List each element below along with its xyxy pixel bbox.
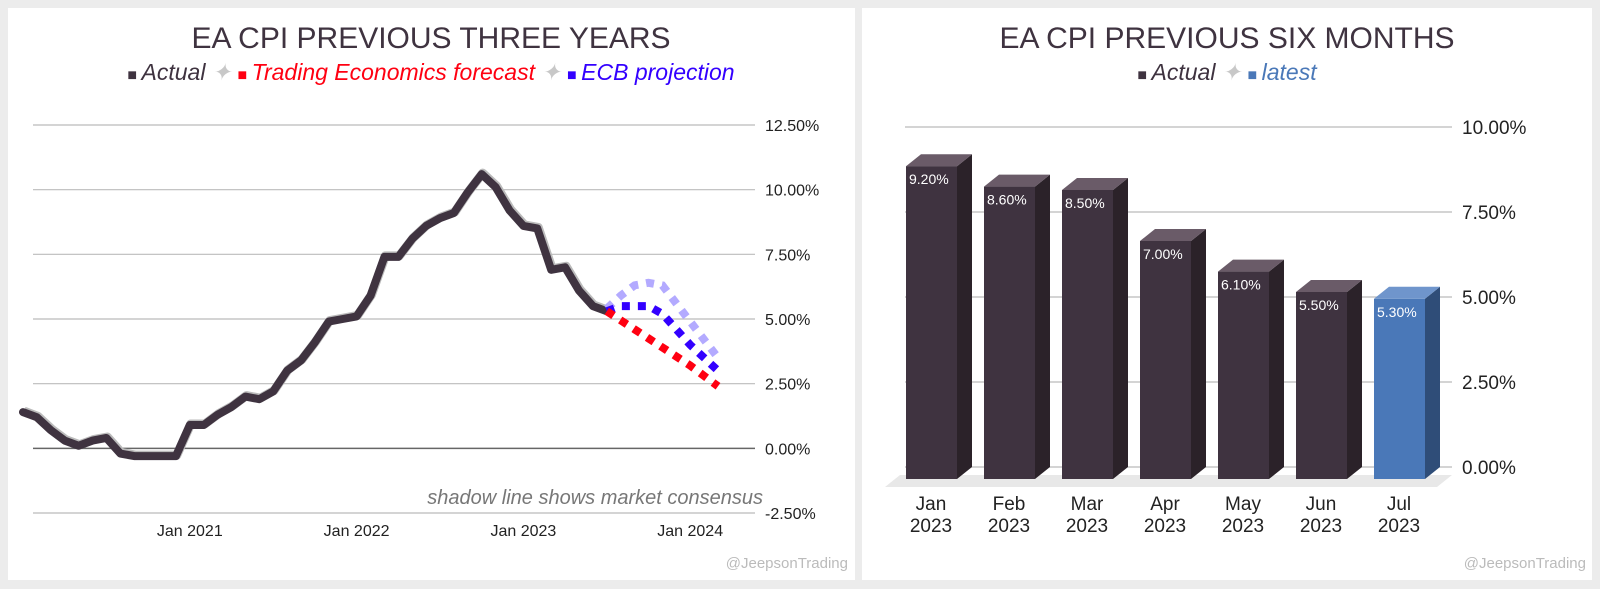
bar — [984, 186, 1035, 479]
x-tick-label: Jul — [1387, 494, 1411, 515]
y-tick-label: -2.50% — [765, 506, 816, 523]
legend-marker-icon: ■ — [127, 67, 141, 84]
y-tick-label: 10.00% — [1462, 118, 1527, 139]
x-tick-label: Feb — [993, 494, 1026, 515]
watermark: @JeepsonTrading — [1464, 555, 1586, 572]
x-tick-label: 2023 — [1222, 516, 1264, 537]
y-tick-label: 0.00% — [765, 441, 810, 458]
bar-data-label: 8.60% — [987, 192, 1027, 208]
six-month-chart-panel: EA CPI PREVIOUS SIX MONTHS ■ Actual ✦ ■ l… — [862, 8, 1592, 580]
trading-economics-forecast-line — [604, 307, 721, 390]
bar-top — [1374, 286, 1440, 299]
bar — [1218, 271, 1269, 479]
bar-side — [1425, 286, 1440, 479]
legend-label: ECB projection — [581, 59, 734, 85]
legend: ■ Actual ✦ ■ Trading Economics forecast … — [127, 59, 734, 85]
x-tick-label: Jan 2022 — [324, 523, 390, 540]
annotation: shadow line shows market consensus — [427, 487, 763, 509]
bar-side — [1113, 178, 1128, 479]
bar — [1062, 190, 1113, 479]
x-tick-label: 2023 — [1066, 516, 1108, 537]
x-tick-label: Jun — [1306, 494, 1337, 515]
three-year-chart-panel: EA CPI PREVIOUS THREE YEARS ■ Actual ✦ ■ … — [8, 8, 855, 580]
bar-chart: EA CPI PREVIOUS SIX MONTHS ■ Actual ✦ ■ l… — [885, 22, 1586, 572]
x-tick-label: Jan 2021 — [157, 523, 223, 540]
bar-top — [1218, 259, 1284, 272]
legend-label: latest — [1262, 59, 1319, 85]
x-tick-label: 2023 — [910, 516, 952, 537]
legend-marker-icon: ■ — [1248, 67, 1262, 84]
y-tick-label: 7.50% — [765, 247, 810, 264]
x-tick-label: Jan — [916, 494, 947, 515]
y-tick-label: 5.00% — [765, 312, 810, 329]
bar — [1140, 241, 1191, 479]
actual-series-line — [19, 170, 611, 461]
bar-data-label: 5.50% — [1299, 297, 1339, 313]
legend-label: Trading Economics forecast — [252, 59, 537, 85]
bar-data-label: 5.30% — [1377, 304, 1417, 320]
ecb-consensus-shadow-line — [604, 278, 722, 361]
bar-top — [1140, 229, 1206, 241]
y-tick-label: 12.50% — [765, 118, 819, 135]
x-tick-label: Mar — [1071, 494, 1104, 515]
legend-label: Actual — [1150, 59, 1217, 85]
legend-separator-icon: ✦ — [205, 59, 237, 85]
x-tick-label: Jan 2024 — [657, 523, 723, 540]
actual-consensus-shadow-line — [22, 168, 610, 460]
y-tick-label: 5.00% — [1462, 288, 1516, 309]
x-tick-label: May — [1225, 494, 1261, 515]
chart-title: EA CPI PREVIOUS SIX MONTHS — [999, 22, 1454, 55]
y-tick-label: 0.00% — [1462, 458, 1516, 479]
watermark: @JeepsonTrading — [726, 555, 848, 572]
legend-label: Actual — [140, 59, 207, 85]
y-tick-label: 7.50% — [1462, 203, 1516, 224]
bar-side — [1347, 280, 1362, 479]
legend-marker-icon: ■ — [1137, 67, 1151, 84]
x-tick-label: 2023 — [988, 516, 1030, 537]
bar-side — [1191, 229, 1206, 479]
bar-data-label: 7.00% — [1143, 246, 1183, 262]
legend-marker-icon: ■ — [567, 67, 581, 84]
bar — [1296, 292, 1347, 479]
x-tick-label: Apr — [1150, 494, 1180, 515]
x-tick-label: 2023 — [1300, 516, 1342, 537]
line-chart: EA CPI PREVIOUS THREE YEARS ■ Actual ✦ ■ … — [19, 22, 848, 572]
bar — [906, 166, 957, 479]
legend: ■ Actual ✦ ■ latest — [1137, 59, 1318, 85]
x-tick-label: Jan 2023 — [490, 523, 556, 540]
legend-separator-icon: ✦ — [535, 59, 567, 85]
ecb-projection-line — [605, 302, 721, 374]
legend-marker-icon: ■ — [238, 67, 252, 84]
y-tick-label: 2.50% — [765, 377, 810, 394]
bar-data-label: 8.50% — [1065, 195, 1105, 211]
bar-side — [1035, 174, 1050, 479]
y-tick-label: 10.00% — [765, 183, 819, 200]
bar-top — [984, 174, 1050, 187]
y-tick-label: 2.50% — [1462, 373, 1516, 394]
bar-side — [957, 154, 972, 479]
x-tick-label: 2023 — [1378, 516, 1420, 537]
bar — [1374, 298, 1425, 479]
bar-top — [1296, 280, 1362, 292]
chart-title: EA CPI PREVIOUS THREE YEARS — [191, 22, 670, 55]
bar-top — [906, 154, 972, 167]
bar-side — [1269, 259, 1284, 479]
bar-data-label: 6.10% — [1221, 277, 1261, 293]
legend-separator-icon: ✦ — [1215, 59, 1247, 85]
bar-top — [1062, 178, 1128, 190]
x-tick-label: 2023 — [1144, 516, 1186, 537]
bar-data-label: 9.20% — [909, 171, 949, 187]
